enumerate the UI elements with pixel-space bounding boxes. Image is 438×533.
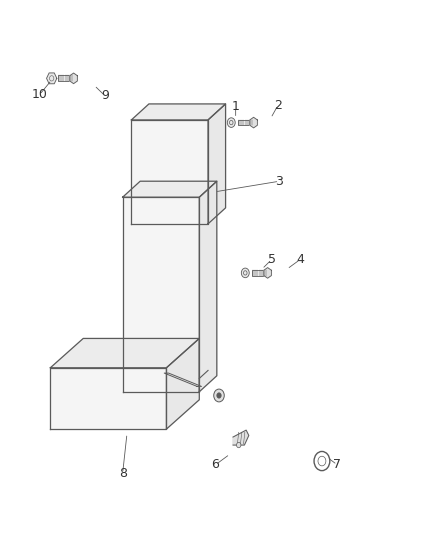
Polygon shape xyxy=(164,373,201,386)
Polygon shape xyxy=(199,181,217,392)
Polygon shape xyxy=(131,120,208,224)
Text: 8: 8 xyxy=(119,467,127,480)
Text: 7: 7 xyxy=(333,458,341,471)
FancyBboxPatch shape xyxy=(238,120,254,125)
Circle shape xyxy=(217,393,221,398)
Polygon shape xyxy=(123,197,199,392)
Polygon shape xyxy=(123,181,217,197)
Circle shape xyxy=(237,442,241,448)
Polygon shape xyxy=(50,368,166,429)
Polygon shape xyxy=(46,73,57,84)
Text: 9: 9 xyxy=(101,90,109,102)
Text: 3: 3 xyxy=(276,175,283,188)
Text: 4: 4 xyxy=(296,253,304,266)
FancyBboxPatch shape xyxy=(252,270,268,276)
Circle shape xyxy=(227,118,235,127)
Text: 10: 10 xyxy=(32,88,47,101)
Circle shape xyxy=(214,389,224,402)
Polygon shape xyxy=(264,268,272,278)
Text: 2: 2 xyxy=(274,99,282,111)
Polygon shape xyxy=(131,104,226,120)
Polygon shape xyxy=(166,338,199,429)
Polygon shape xyxy=(70,73,78,84)
Polygon shape xyxy=(233,430,249,445)
Polygon shape xyxy=(250,117,258,128)
Text: 1: 1 xyxy=(232,100,240,113)
Polygon shape xyxy=(208,104,226,224)
Polygon shape xyxy=(50,338,199,368)
Circle shape xyxy=(241,268,249,278)
Text: 6: 6 xyxy=(212,458,219,471)
Text: 5: 5 xyxy=(268,253,276,266)
FancyBboxPatch shape xyxy=(58,76,74,81)
